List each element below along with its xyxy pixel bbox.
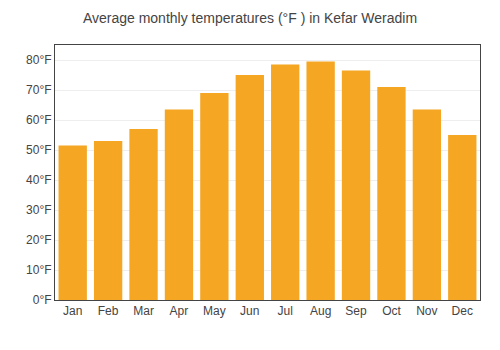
svg-text:Aug: Aug — [310, 304, 331, 318]
svg-text:Mar: Mar — [133, 304, 154, 318]
svg-text:30°F: 30°F — [26, 203, 51, 217]
svg-text:Feb: Feb — [98, 304, 119, 318]
svg-text:40°F: 40°F — [26, 173, 51, 187]
svg-text:Average monthly temperatures (: Average monthly temperatures (°F ) in Ke… — [83, 10, 417, 26]
svg-text:Oct: Oct — [382, 304, 401, 318]
svg-text:80°F: 80°F — [26, 53, 51, 67]
svg-text:10°F: 10°F — [26, 263, 51, 277]
svg-text:70°F: 70°F — [26, 83, 51, 97]
svg-text:60°F: 60°F — [26, 113, 51, 127]
svg-text:50°F: 50°F — [26, 143, 51, 157]
svg-text:Nov: Nov — [416, 304, 437, 318]
svg-text:Dec: Dec — [452, 304, 473, 318]
svg-text:20°F: 20°F — [26, 233, 51, 247]
svg-text:0°F: 0°F — [33, 293, 52, 307]
svg-text:Apr: Apr — [170, 304, 189, 318]
svg-text:May: May — [203, 304, 226, 318]
svg-text:Jan: Jan — [63, 304, 82, 318]
svg-text:Jun: Jun — [240, 304, 259, 318]
svg-text:Jul: Jul — [278, 304, 293, 318]
svg-text:Sep: Sep — [345, 304, 367, 318]
